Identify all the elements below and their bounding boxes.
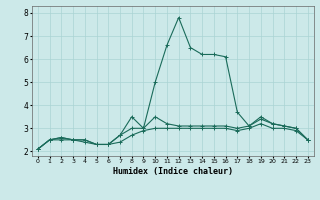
X-axis label: Humidex (Indice chaleur): Humidex (Indice chaleur) bbox=[113, 167, 233, 176]
